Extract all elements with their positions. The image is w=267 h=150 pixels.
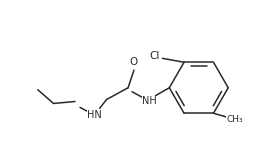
Text: CH₃: CH₃ — [227, 115, 244, 124]
Text: Cl: Cl — [150, 51, 160, 61]
Text: NH: NH — [142, 96, 157, 106]
Text: O: O — [130, 57, 138, 67]
Text: HN: HN — [87, 110, 102, 120]
